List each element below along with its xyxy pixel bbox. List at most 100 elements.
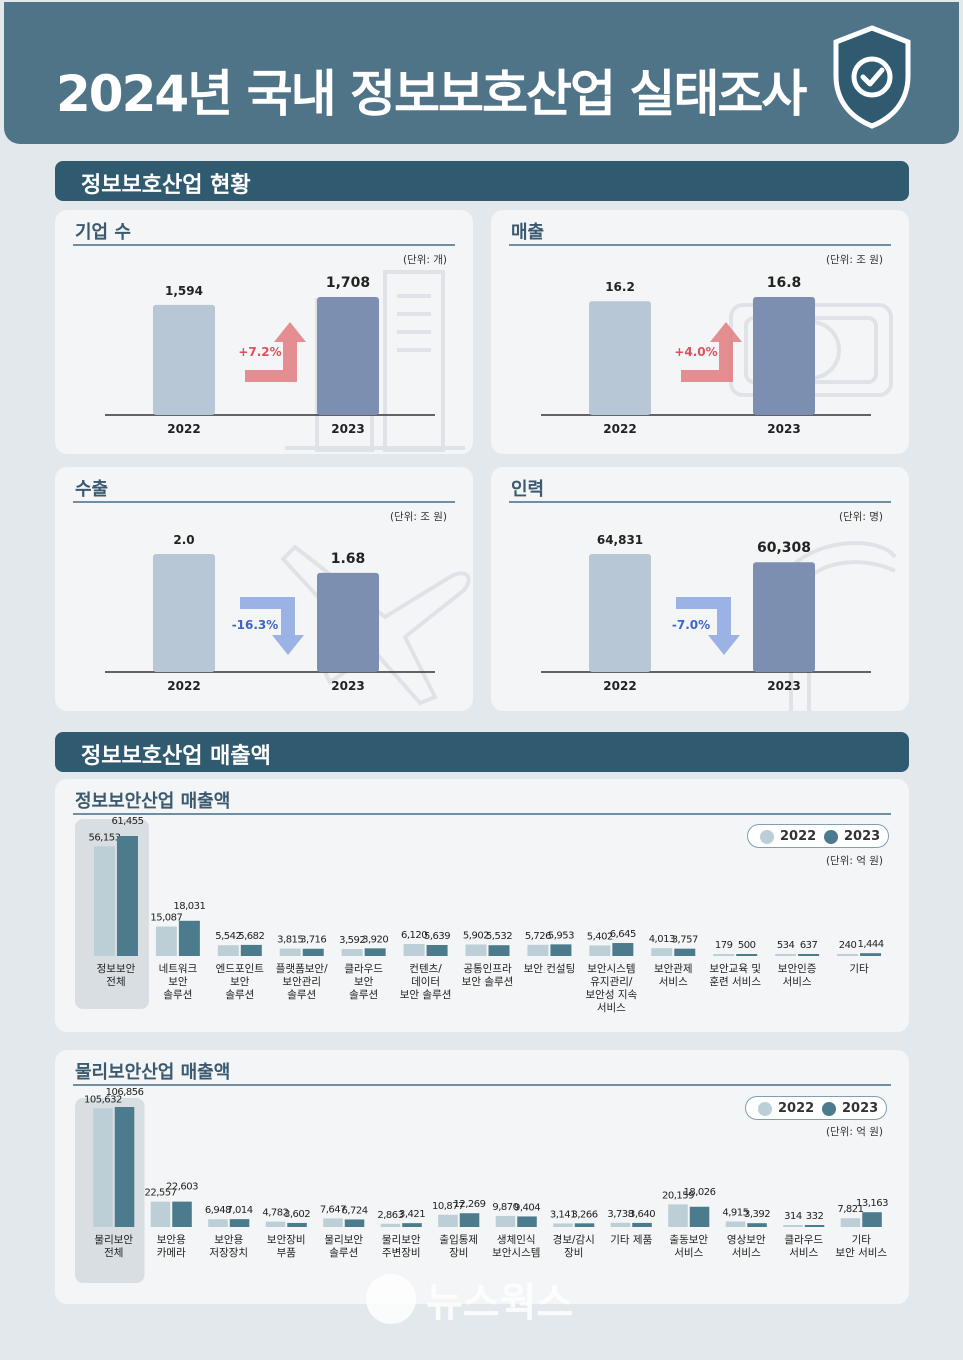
x-tick-label: 컨텐츠/ bbox=[409, 963, 442, 975]
bar-2022 bbox=[93, 846, 115, 956]
section-overview-title: 정보보호산업 현황 bbox=[81, 173, 251, 198]
x-tick-label: 보안시스템 bbox=[587, 963, 635, 975]
bar-2022 bbox=[495, 1215, 516, 1227]
card-divider bbox=[73, 244, 455, 246]
bar-2022 bbox=[380, 1223, 401, 1227]
card-title: 인력 bbox=[511, 479, 545, 500]
data-label: 3,592 bbox=[339, 935, 365, 946]
x-tick-label: 서비스 bbox=[732, 1247, 761, 1259]
bar-2022 bbox=[465, 944, 487, 956]
x-tick-label: 2023 bbox=[331, 422, 364, 436]
data-label: 4,915 bbox=[722, 1207, 748, 1218]
bar-2022 bbox=[713, 954, 735, 956]
data-label: 3,266 bbox=[571, 1209, 597, 1220]
bar-2022 bbox=[217, 945, 239, 956]
data-label: 3,757 bbox=[672, 935, 698, 946]
x-tick-label: 서비스 bbox=[659, 976, 688, 988]
bar-2023 bbox=[736, 954, 758, 956]
data-label: 20,159 bbox=[662, 1190, 694, 1201]
data-label: 3,738 bbox=[607, 1209, 633, 1220]
data-label: 6,645 bbox=[610, 929, 636, 940]
bar-2022 bbox=[589, 945, 611, 956]
data-label: 179 bbox=[715, 940, 733, 951]
legend-swatch-2023 bbox=[824, 830, 838, 844]
x-tick-label: 클라우드 bbox=[784, 1234, 823, 1246]
x-tick-label: 보안 솔루션 bbox=[400, 989, 452, 1001]
x-tick-label: 2022 bbox=[167, 422, 200, 436]
card-title: 물리보안산업 매출액 bbox=[75, 1062, 231, 1083]
legend-label-2022: 2022 bbox=[778, 1101, 815, 1116]
x-tick-label: 저장장치 bbox=[209, 1247, 248, 1259]
x-tick-label: 2022 bbox=[603, 422, 636, 436]
data-label: 56,153 bbox=[88, 832, 120, 843]
data-label: 5,902 bbox=[463, 930, 489, 941]
x-tick-label: 보안 bbox=[230, 976, 250, 988]
companies-chart: 1,594 2022 1,708 2023 +7.2% bbox=[105, 270, 465, 452]
x-tick-label: 2022 bbox=[167, 679, 200, 693]
x-tick-label: 경보/감시 bbox=[553, 1233, 595, 1246]
x-tick-label: 유지관리/ bbox=[590, 976, 633, 988]
data-label: 5,639 bbox=[424, 931, 450, 942]
x-tick-label: 2023 bbox=[767, 422, 800, 436]
data-label: 5,542 bbox=[215, 931, 241, 942]
bar-2023 bbox=[798, 954, 820, 956]
value-label: 64,831 bbox=[597, 533, 643, 547]
data-label: 5,682 bbox=[238, 931, 264, 942]
page-title: 2024년 국내 정보보호산업 실태조사 bbox=[56, 65, 807, 123]
data-label: 500 bbox=[738, 940, 756, 951]
data-label: 3,602 bbox=[284, 1209, 310, 1220]
data-label: 3,392 bbox=[744, 1209, 770, 1220]
x-tick-label: 보안장비 bbox=[267, 1234, 306, 1246]
x-tick-label: 주변장비 bbox=[382, 1247, 421, 1259]
bar-2022 bbox=[341, 948, 363, 956]
bar-2022 bbox=[323, 1218, 343, 1227]
unit-label: (단위: 개) bbox=[402, 254, 447, 266]
x-tick-label: 보안 컨설팅 bbox=[524, 963, 576, 975]
data-label: 15,087 bbox=[150, 913, 182, 924]
data-label: 1,444 bbox=[857, 939, 883, 950]
bar-2023 bbox=[229, 1219, 250, 1227]
section-revenue-title: 정보보호산업 매출액 bbox=[81, 744, 271, 769]
change-label: +7.2% bbox=[238, 345, 281, 359]
x-tick-label: 서비스 bbox=[789, 1247, 818, 1259]
data-label: 3,920 bbox=[362, 934, 388, 945]
x-tick-label: 솔루션 bbox=[329, 1247, 358, 1259]
data-label: 3,421 bbox=[399, 1209, 425, 1220]
bar-2023 bbox=[364, 948, 386, 956]
card-divider bbox=[73, 1084, 891, 1086]
bar-2023 bbox=[753, 297, 815, 415]
bar-2022 bbox=[589, 554, 651, 672]
x-tick-label: 부품 bbox=[277, 1247, 297, 1259]
x-tick-label: 엔드포인트 bbox=[216, 963, 265, 975]
up-arrow-icon bbox=[681, 322, 742, 382]
data-label: 22,557 bbox=[144, 1188, 176, 1199]
bar-2023 bbox=[459, 1213, 480, 1227]
x-tick-label: 공통인프라 bbox=[463, 963, 512, 975]
legend-swatch-2022 bbox=[760, 830, 774, 844]
x-tick-label: 보안관리 bbox=[282, 976, 321, 988]
bar-2023 bbox=[287, 1222, 307, 1227]
bar-2023 bbox=[574, 1223, 595, 1227]
data-label: 9,404 bbox=[514, 1202, 540, 1213]
bar-2022 bbox=[403, 944, 425, 956]
unit-label: (단위: 억 원) bbox=[825, 855, 883, 867]
data-label: 7,647 bbox=[320, 1204, 346, 1215]
header-banner: 2024년 국내 정보보호산업 실태조사 bbox=[4, 2, 959, 144]
legend-swatch-2022 bbox=[758, 1102, 772, 1116]
unit-label: (단위: 명) bbox=[838, 511, 883, 523]
bar-2023 bbox=[114, 1107, 135, 1227]
data-label: 6,120 bbox=[401, 930, 427, 941]
down-arrow-icon bbox=[240, 597, 304, 655]
card-title: 정보보안산업 매출액 bbox=[75, 791, 231, 812]
x-tick-label: 보안성 지속 bbox=[586, 989, 638, 1001]
bar-2023 bbox=[344, 1219, 365, 1227]
unit-label: (단위: 조 원) bbox=[389, 511, 447, 523]
plane-icon bbox=[280, 544, 471, 706]
bar-2023 bbox=[862, 1212, 882, 1227]
data-label: 7,821 bbox=[837, 1204, 863, 1215]
x-tick-label: 보안 bbox=[354, 976, 374, 988]
x-tick-label: 훈련 서비스 bbox=[709, 975, 761, 988]
watermark: 뉴스웍스 bbox=[426, 1280, 574, 1326]
